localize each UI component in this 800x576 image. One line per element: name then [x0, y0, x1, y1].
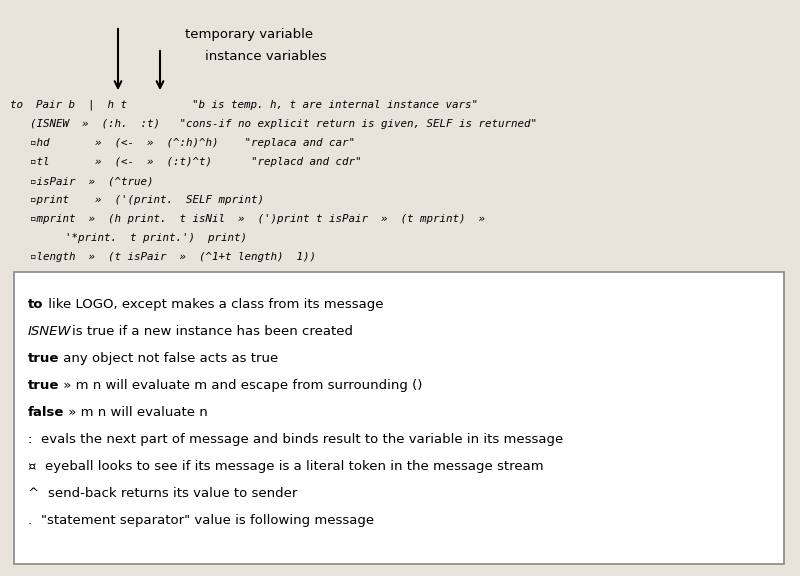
Text: .: . — [28, 514, 41, 527]
Bar — [14, 272, 784, 564]
Text: ▫print    »  ('(print.  SELF mprint): ▫print » ('(print. SELF mprint) — [30, 195, 264, 205]
Text: any object not false acts as true: any object not false acts as true — [59, 352, 278, 365]
Text: » m n will evaluate m and escape from surrounding (): » m n will evaluate m and escape from su… — [59, 379, 422, 392]
Text: » m n will evaluate n: » m n will evaluate n — [64, 406, 208, 419]
Text: ISNEW: ISNEW — [28, 325, 72, 338]
Text: to: to — [28, 298, 43, 311]
Text: evals the next part of message and binds result to the variable in its message: evals the next part of message and binds… — [41, 433, 563, 446]
Text: eyeball looks to see if its message is a literal token in the message stream: eyeball looks to see if its message is a… — [45, 460, 544, 473]
Text: ▫hd       »  (<-  »  (^:h)^h)    "replaca and car": ▫hd » (<- » (^:h)^h) "replaca and car" — [30, 138, 355, 148]
Text: '*print.  t print.')  print): '*print. t print.') print) — [65, 233, 247, 243]
Text: ▫isPair  »  (^true): ▫isPair » (^true) — [30, 176, 154, 186]
Text: ▫length  »  (t isPair  »  (^1+t length)  1)): ▫length » (t isPair » (^1+t length) 1)) — [30, 252, 316, 262]
Text: to  Pair b  |  h t          "b is temp. h, t are internal instance vars": to Pair b | h t "b is temp. h, t are int… — [10, 100, 478, 111]
Text: "statement separator" value is following message: "statement separator" value is following… — [41, 514, 374, 527]
Text: like LOGO, except makes a class from its message: like LOGO, except makes a class from its… — [43, 298, 383, 311]
Text: false: false — [28, 406, 64, 419]
Text: (ISNEW  »  (:h.  :t)   "cons-if no explicit return is given, SELF is returned": (ISNEW » (:h. :t) "cons-if no explicit r… — [30, 119, 537, 129]
Text: ¤: ¤ — [28, 460, 45, 473]
Text: true: true — [28, 379, 59, 392]
Text: temporary variable: temporary variable — [185, 28, 313, 41]
Text: is true if a new instance has been created: is true if a new instance has been creat… — [72, 325, 353, 338]
Text: send-back returns its value to sender: send-back returns its value to sender — [48, 487, 297, 500]
Text: ▫mprint  »  (h print.  t isNil  »  (')print t isPair  »  (t mprint)  »: ▫mprint » (h print. t isNil » (')print t… — [30, 214, 485, 224]
Text: :: : — [28, 433, 41, 446]
Text: ^: ^ — [28, 487, 48, 500]
Text: instance variables: instance variables — [205, 50, 326, 63]
Text: ▫tl       »  (<-  »  (:t)^t)      "replacd and cdr": ▫tl » (<- » (:t)^t) "replacd and cdr" — [30, 157, 362, 167]
Text: true: true — [28, 352, 59, 365]
